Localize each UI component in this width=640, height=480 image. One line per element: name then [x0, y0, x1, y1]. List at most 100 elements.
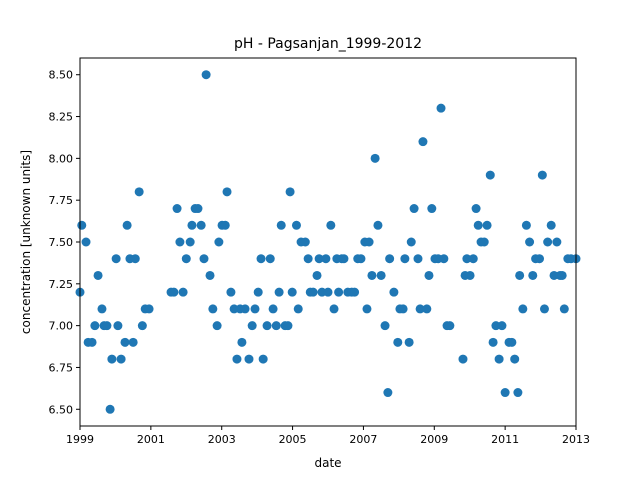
point [240, 304, 250, 314]
point [362, 304, 372, 314]
point [256, 254, 266, 264]
point [543, 237, 553, 247]
point [283, 321, 293, 331]
point [468, 254, 478, 264]
point [465, 270, 475, 280]
point [471, 204, 481, 214]
point [367, 270, 377, 280]
point [389, 287, 399, 297]
point [321, 254, 331, 264]
point [262, 321, 272, 331]
point [513, 388, 523, 398]
point [557, 270, 567, 280]
point [81, 237, 91, 247]
point [276, 220, 286, 230]
point [515, 270, 525, 280]
point [265, 254, 275, 264]
point [409, 204, 419, 214]
point [212, 321, 222, 331]
y-tick-label: 8.50 [49, 69, 74, 82]
point [559, 304, 569, 314]
point [226, 287, 236, 297]
point [510, 354, 520, 364]
point [196, 220, 206, 230]
y-axis-label: concentration [unknown units] [19, 150, 33, 334]
point [521, 220, 531, 230]
point [500, 388, 510, 398]
point [291, 220, 301, 230]
point [253, 287, 263, 297]
point [97, 304, 107, 314]
point [485, 170, 495, 180]
point [199, 254, 209, 264]
point [113, 321, 123, 331]
chart-title: pH - Pagsanjan_1999-2012 [234, 36, 422, 52]
point [130, 254, 140, 264]
point [293, 304, 303, 314]
point [507, 337, 517, 347]
point [201, 70, 211, 80]
point [539, 304, 549, 314]
point [120, 337, 130, 347]
point [116, 354, 126, 364]
point [128, 337, 138, 347]
y-tick-label: 7.50 [49, 236, 74, 249]
point [458, 354, 468, 364]
point [552, 237, 562, 247]
y-tick-label: 8.00 [49, 152, 74, 165]
point [90, 321, 100, 331]
point [537, 170, 547, 180]
point [77, 220, 87, 230]
point [339, 254, 349, 264]
point [350, 287, 360, 297]
point [439, 254, 449, 264]
x-tick-label: 2005 [279, 433, 307, 446]
plot-frame [79, 57, 577, 427]
point [488, 337, 498, 347]
point [473, 220, 483, 230]
y-tick-label: 6.50 [49, 403, 74, 416]
point [250, 304, 260, 314]
y-tick-label: 7.25 [49, 278, 74, 291]
point [181, 254, 191, 264]
point [93, 270, 103, 280]
x-tick-label: 2001 [137, 433, 165, 446]
point [445, 321, 455, 331]
point [373, 220, 383, 230]
point [518, 304, 528, 314]
point [415, 304, 425, 314]
point [144, 304, 154, 314]
point [482, 220, 492, 230]
point [479, 237, 489, 247]
point [356, 254, 366, 264]
y-tick-label: 6.75 [49, 361, 74, 374]
point [413, 254, 423, 264]
point [105, 404, 115, 414]
point [462, 254, 472, 264]
point [232, 354, 242, 364]
point [406, 237, 416, 247]
point [274, 287, 284, 297]
point [314, 254, 324, 264]
point [107, 354, 117, 364]
point [175, 237, 185, 247]
point [205, 270, 215, 280]
point [258, 354, 268, 364]
x-tick-label: 2009 [420, 433, 448, 446]
point [102, 321, 112, 331]
x-tick-label: 1999 [66, 433, 94, 446]
point [380, 321, 390, 331]
point [208, 304, 218, 314]
y-tick-label: 7.00 [49, 320, 74, 333]
point [169, 287, 179, 297]
point [436, 103, 446, 113]
point [535, 254, 545, 264]
point [494, 354, 504, 364]
point [111, 254, 121, 264]
point [312, 270, 322, 280]
point [285, 187, 295, 197]
point [247, 321, 257, 331]
point [308, 287, 318, 297]
